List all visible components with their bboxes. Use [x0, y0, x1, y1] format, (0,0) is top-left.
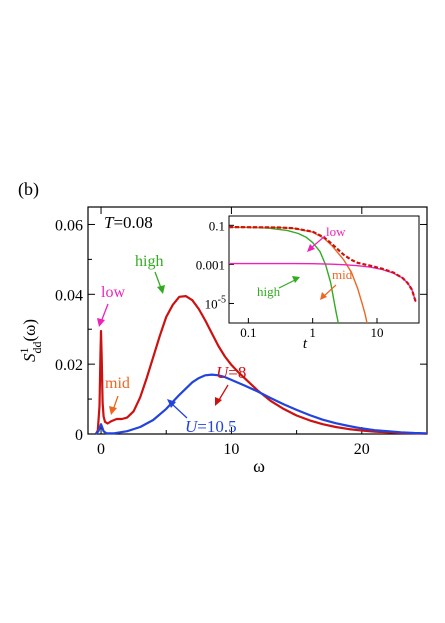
main-plot: 0 10 20 0 0.02 0.04 0.06 T=0.08 S1dd(ω) ω low…	[17, 206, 428, 476]
high-annotation: high	[135, 253, 163, 270]
inset-y-tick-label: 10-5	[205, 294, 226, 311]
y-tick-label: 0.04	[55, 287, 83, 304]
low-annotation: low	[101, 284, 125, 301]
temperature-label: T=0.08	[104, 213, 153, 232]
y-tick-label: 0.02	[55, 357, 83, 374]
high-arrow-head	[157, 285, 165, 294]
inset-low-arrow-head	[307, 244, 315, 252]
u105-label: U=10.5	[185, 417, 237, 436]
x-tick-label: 0	[97, 441, 105, 458]
inset-x-tick-label: 1	[309, 325, 316, 340]
inset-high-annotation: high	[257, 284, 281, 299]
inset-x-tick-label: 0.1	[240, 325, 256, 340]
main-series	[94, 295, 428, 435]
low-arrow-head	[97, 318, 105, 327]
series-line-u8	[94, 295, 428, 435]
x-tick-label: 10	[223, 441, 239, 458]
u8-label: U=8	[216, 363, 246, 382]
inset-y-tick-label: 0.001	[196, 257, 225, 272]
inset-x-ticks: 0.1 1 10	[240, 318, 383, 340]
u8-arrow-head	[215, 397, 222, 406]
mid-annotation: mid	[105, 375, 130, 392]
panel-label: (b)	[18, 179, 39, 200]
x-axis-label: ω	[253, 456, 265, 476]
high-arrow	[154, 271, 162, 289]
y-tick-label: 0	[75, 427, 83, 444]
inset-x-axis-label: t	[303, 336, 308, 352]
inset-mid-arrow	[323, 284, 337, 297]
y-axis-label: S1dd(ω)	[17, 319, 44, 362]
inset-series	[228, 226, 417, 324]
main-y-ticks: 0 0.02 0.04 0.06	[55, 217, 427, 444]
mid-arrow-head	[109, 406, 117, 415]
series-line-u105	[94, 373, 428, 435]
inset-high-arrow-head	[292, 276, 300, 283]
x-tick-label: 20	[354, 441, 370, 458]
u105-arrow	[171, 403, 188, 419]
inset-series-total	[228, 226, 417, 303]
inset-y-ticks: 0.1 0.001 10-5	[196, 218, 234, 311]
inset-mid-arrow-head	[320, 292, 327, 300]
u8-arrow	[218, 384, 229, 401]
inset-low-arrow	[310, 235, 326, 249]
inset-mid-annotation: mid	[332, 267, 353, 282]
y-tick-label: 0.06	[55, 217, 83, 234]
inset-high-arrow	[278, 279, 296, 289]
inset-plot: 0.1 1 10 0.1 0.001 10-5 t low mid high	[196, 215, 420, 352]
inset-plot-frame	[228, 215, 420, 324]
main-plot-frame	[87, 206, 428, 435]
low-arrow	[100, 303, 109, 323]
u105-arrow-head	[167, 399, 176, 408]
inset-y-tick-label: 0.1	[209, 218, 225, 233]
inset-x-tick-label: 10	[370, 325, 383, 340]
inset-low-annotation: low	[326, 224, 346, 239]
